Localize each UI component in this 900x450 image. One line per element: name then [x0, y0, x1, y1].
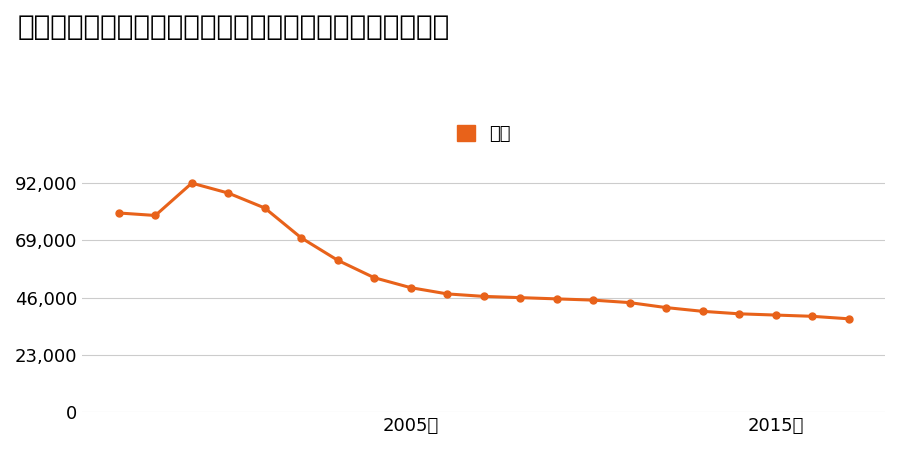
Text: 和歌山県橋本市隅田町河瀬字曽根２５４番１外の地価推移: 和歌山県橋本市隅田町河瀬字曽根２５４番１外の地価推移: [18, 14, 450, 41]
Legend: 価格: 価格: [449, 117, 518, 150]
